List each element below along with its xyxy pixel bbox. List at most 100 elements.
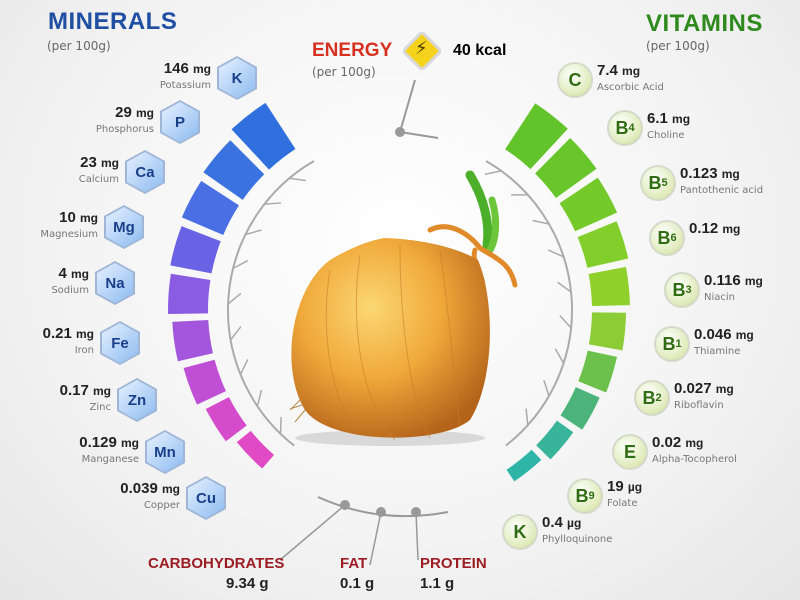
value-unit: mg [672,112,691,126]
vitamin-subscript: 6 [670,232,677,244]
mineral-name-mn: Manganese [81,454,139,465]
value-unit: mg [685,436,704,450]
value-unit: mg [71,267,89,281]
hexagon-mn-icon: Mn [145,430,185,474]
mineral-value-mg: 10 mg [59,209,98,226]
lightning-glyph: ⚡ [415,38,428,59]
vitamin-symbol: E [623,441,636,462]
value-number: 0.12 [689,220,719,237]
vitamin-bar-b1 [588,312,626,351]
vitamin-value-c: 7.4 mg [597,62,640,79]
vitamin-symbol: C [568,69,582,90]
value-number: 0.21 [42,325,72,342]
mineral-value-na: 4 mg [58,265,89,282]
mineral-value-zn: 0.17 mg [60,382,111,399]
vitamin-subscript: 1 [675,338,682,350]
scale-tick [525,408,529,426]
vitamin-symbol: B [575,485,589,506]
mineral-value-cu: 0.039 mg [120,480,180,497]
mineral-name-mg: Magnesium [40,229,98,240]
value-number: 0.046 [694,326,732,343]
mineral-value-k: 146 mg [164,60,211,77]
mineral-bar-p [203,140,265,200]
macro-value-carbohydrates: 9.34 g [226,575,269,592]
mineral-bar-zn [183,359,226,405]
mineral-symbol: P [162,102,198,142]
value-number: 0.116 [704,272,741,289]
value-unit: µg [627,480,643,494]
vitamin-bar-e [560,387,600,430]
vitamin-name-b3: Niacin [704,292,736,303]
energy-value: 40 kcal [453,42,507,59]
vitamin-e-badge-icon: E [612,434,648,470]
vitamin-value-k: 0.4 µg [542,514,581,531]
scale-tick [264,202,282,205]
value-unit: mg [93,384,111,398]
onion-illustration [289,170,518,446]
value-number: 4 [58,265,67,282]
value-unit: mg [162,482,180,496]
hexagon-zn-icon: Zn [117,378,157,422]
vitamin-subscript: 9 [588,490,595,502]
mineral-bar-fe [172,320,213,362]
mineral-bar-cu [236,430,275,469]
energy-per-label: (per 100g) [312,65,376,79]
macro-value-fat: 0.1 g [340,575,375,592]
mineral-symbol: Mn [147,432,183,472]
vitamin-c-badge-icon: C [557,62,593,98]
value-unit: mg [622,64,641,78]
vitamin-symbol: B [615,117,629,138]
scale-tick [230,326,242,341]
vitamin-name-e: Alpha-Tocopherol [652,454,737,465]
value-number: 19 [607,478,624,495]
vitamin-name-b5: Pantothenic acid [680,185,764,196]
vitamin-bar-b2 [578,350,617,393]
scale-tick [227,292,242,305]
scale-arc [227,160,315,447]
hexagon-cu-icon: Cu [186,476,226,520]
energy-pointer [395,79,439,139]
value-number: 0.129 [79,434,117,451]
vitamin-value-e: 0.02 mg [652,434,703,451]
vitamin-subscript: 3 [685,284,692,296]
vitamin-bar-b9 [536,420,574,460]
hexagon-fe-icon: Fe [100,321,140,365]
value-number: 0.039 [120,480,158,497]
vitamin-value-b5: 0.123 mg [680,165,740,182]
vitamin-symbol: B [657,227,671,248]
value-number: 10 [59,209,76,226]
value-number: 0.027 [674,380,712,397]
vitamin-bar-b3 [588,266,630,306]
value-number: 0.02 [652,434,682,451]
vitamin-value-b3: 0.116 mg [704,272,763,289]
mineral-symbol: Ca [127,152,163,192]
mineral-name-zn: Zinc [89,402,111,413]
scale-tick [256,389,263,407]
value-unit: mg [744,274,763,288]
vitamin-value-b6: 0.12 mg [689,220,740,237]
vitamins-title: VITAMINS [646,10,763,37]
scale-tick [232,259,249,270]
value-number: 23 [80,154,97,171]
value-unit: mg [136,106,154,120]
scale-tick [548,249,564,258]
mineral-symbol: Na [97,263,133,303]
mineral-name-na: Sodium [51,285,89,296]
minerals-per-label: (per 100g) [47,39,111,53]
vitamin-symbol: B [642,387,656,408]
vitamin-bar-b4 [535,137,597,198]
scale-arcs [227,160,573,447]
macro-label-protein: PROTEIN [420,555,487,572]
vitamin-subscript: 2 [655,392,662,404]
value-number: 146 [163,60,189,77]
vitamin-symbol: K [513,521,527,542]
value-number: 0.123 [680,165,718,182]
hexagon-na-icon: Na [95,261,135,305]
mineral-bar-k [231,102,296,170]
scale-tick [289,177,307,182]
value-number: 6.1 [647,110,668,127]
